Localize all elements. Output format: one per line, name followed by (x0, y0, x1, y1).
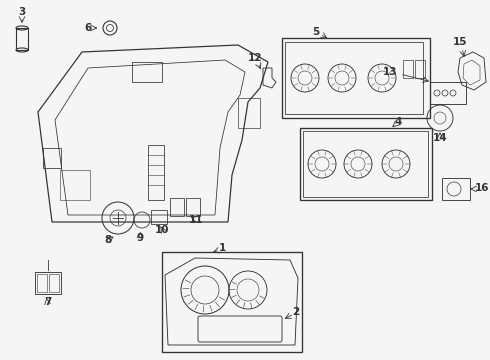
Bar (430, 82, 466, 104)
Bar (282, 38, 430, 118)
Text: 6: 6 (84, 23, 92, 33)
Text: 14: 14 (433, 133, 447, 143)
Bar (238, 98, 260, 128)
Bar (132, 62, 162, 82)
Bar (60, 170, 90, 200)
Bar (285, 42, 423, 114)
Bar (415, 60, 425, 78)
Text: 11: 11 (189, 215, 203, 225)
Text: 7: 7 (44, 297, 51, 307)
Text: 15: 15 (453, 37, 467, 47)
Bar (442, 178, 470, 200)
Bar (43, 148, 61, 168)
Bar (49, 274, 59, 292)
Bar (162, 252, 302, 352)
Bar (170, 198, 184, 216)
Bar (35, 272, 61, 294)
Text: 2: 2 (293, 307, 299, 317)
Text: 5: 5 (313, 27, 319, 37)
Text: 8: 8 (104, 235, 112, 245)
Text: 9: 9 (136, 233, 144, 243)
Bar (300, 128, 432, 200)
Text: 4: 4 (394, 117, 402, 127)
Text: 13: 13 (383, 67, 397, 77)
Bar (16, 28, 28, 50)
Text: 12: 12 (248, 53, 262, 63)
Bar (403, 60, 413, 78)
Text: 10: 10 (155, 225, 169, 235)
Bar (151, 210, 167, 224)
Text: 3: 3 (19, 7, 25, 17)
Bar (37, 274, 47, 292)
Text: 1: 1 (219, 243, 225, 253)
Bar (148, 145, 164, 200)
Text: 16: 16 (475, 183, 490, 193)
Bar (186, 198, 200, 216)
Bar (303, 131, 428, 197)
